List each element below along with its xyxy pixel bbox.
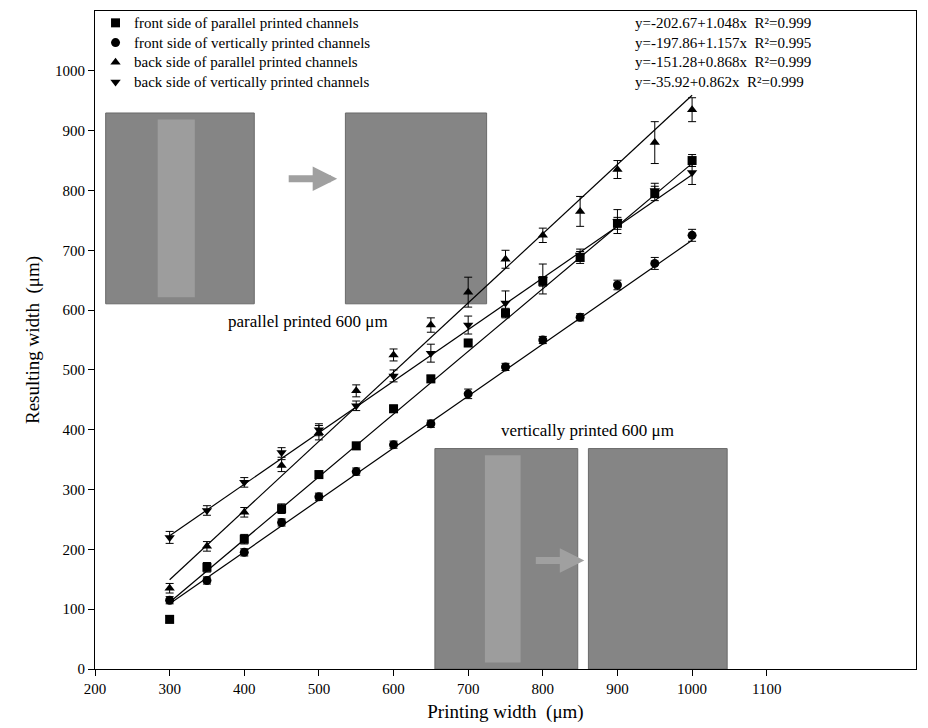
svg-text:900: 900 xyxy=(62,123,85,139)
svg-text:1000: 1000 xyxy=(55,63,85,79)
svg-text:0: 0 xyxy=(77,661,85,677)
svg-text:back side of vertically printe: back side of vertically printed channels xyxy=(134,74,369,90)
svg-text:800: 800 xyxy=(62,183,85,199)
svg-text:400: 400 xyxy=(62,422,85,438)
svg-text:y=-197.86+1.157x R²=0.995: y=-197.86+1.157x R²=0.995 xyxy=(635,35,811,51)
svg-text:200: 200 xyxy=(84,681,107,697)
svg-text:700: 700 xyxy=(62,243,85,259)
svg-text:parallel printed 600 μm: parallel printed 600 μm xyxy=(228,312,388,331)
svg-text:300: 300 xyxy=(158,681,181,697)
svg-text:200: 200 xyxy=(62,542,85,558)
svg-text:800: 800 xyxy=(532,681,555,697)
svg-text:y=-35.92+0.862x R²=0.999: y=-35.92+0.862x R²=0.999 xyxy=(635,74,804,90)
svg-text:y=-202.67+1.048x R²=0.999: y=-202.67+1.048x R²=0.999 xyxy=(635,15,811,31)
svg-text:400: 400 xyxy=(233,681,256,697)
svg-text:700: 700 xyxy=(457,681,480,697)
svg-text:front side of vertically print: front side of vertically printed channel… xyxy=(134,35,370,51)
svg-text:vertically printed 600 μm: vertically printed 600 μm xyxy=(501,421,674,440)
svg-text:300: 300 xyxy=(62,482,85,498)
svg-text:Resulting width (μm): Resulting width (μm) xyxy=(22,256,44,424)
svg-text:600: 600 xyxy=(62,302,85,318)
svg-text:back side of parallel printed: back side of parallel printed channels xyxy=(134,54,358,70)
svg-text:500: 500 xyxy=(62,362,85,378)
svg-text:Printing width (μm): Printing width (μm) xyxy=(427,701,583,723)
svg-text:100: 100 xyxy=(62,601,85,617)
svg-text:600: 600 xyxy=(382,681,405,697)
svg-text:500: 500 xyxy=(308,681,331,697)
svg-text:1000: 1000 xyxy=(677,681,707,697)
svg-text:front side of parallel printed: front side of parallel printed channels xyxy=(134,15,359,31)
svg-text:y=-151.28+0.868x R²=0.999: y=-151.28+0.868x R²=0.999 xyxy=(635,54,811,70)
svg-text:1100: 1100 xyxy=(752,681,781,697)
svg-text:900: 900 xyxy=(606,681,629,697)
